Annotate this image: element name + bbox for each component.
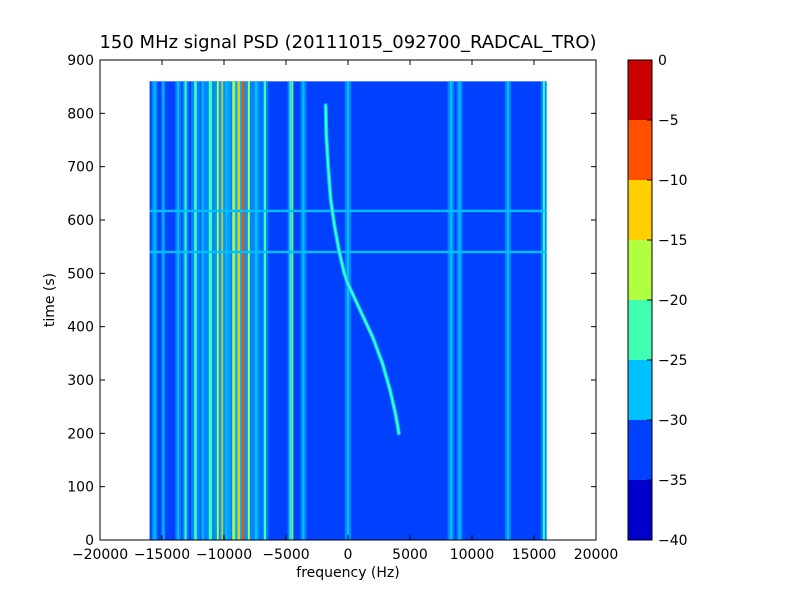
spectral-line xyxy=(216,81,219,540)
y-axis: 0 100 200 300 400 500 600 700 800 900 xyxy=(67,53,596,549)
colorbar-band xyxy=(628,480,652,540)
y-tick-label: 100 xyxy=(67,480,94,496)
colorbar-tick-label: −15 xyxy=(658,233,688,249)
x-tick-label: 15000 xyxy=(512,547,557,563)
spectral-line xyxy=(208,81,212,540)
y-tick-label: 200 xyxy=(67,426,94,442)
y-tick-label: 0 xyxy=(85,533,94,549)
spectral-line xyxy=(242,81,245,540)
plot-area xyxy=(99,59,597,541)
x-tick-label: −10000 xyxy=(196,547,252,563)
spectral-line xyxy=(302,81,305,540)
heatmap-layer xyxy=(149,81,548,540)
colorbar-tick-label: −30 xyxy=(658,413,688,429)
spectral-line xyxy=(507,81,509,540)
spectral-line xyxy=(458,81,461,540)
y-tick-label: 500 xyxy=(67,266,94,282)
spectral-line xyxy=(162,81,164,540)
spectral-line xyxy=(247,81,250,540)
colorbar-tick-label: −20 xyxy=(658,293,688,309)
spectral-line xyxy=(194,81,197,540)
chirp-trace xyxy=(324,104,400,435)
y-tick-label: 300 xyxy=(67,373,94,389)
colorbar-tick-label: −40 xyxy=(658,533,688,549)
chart-title: 150 MHz signal PSD (20111015_092700_RADC… xyxy=(99,32,596,53)
colorbar-band xyxy=(628,360,652,420)
spectral-line xyxy=(153,81,156,540)
colorbar-band xyxy=(628,60,652,120)
spectral-line xyxy=(202,81,204,540)
y-tick-label: 800 xyxy=(67,106,94,122)
colorbar-band xyxy=(628,120,652,180)
x-tick-label: 10000 xyxy=(450,547,495,563)
spectral-line xyxy=(237,81,241,540)
colorbar-tick-label: −10 xyxy=(658,173,688,189)
spectral-line xyxy=(449,81,452,540)
spectral-line xyxy=(184,81,187,540)
time-burst-line xyxy=(149,250,547,254)
y-tick-label: 900 xyxy=(67,53,94,69)
spectral-line xyxy=(263,81,266,540)
y-axis-label: time (s) xyxy=(42,273,58,327)
spectral-line xyxy=(221,81,223,540)
y-tick-label: 700 xyxy=(67,160,94,176)
spectral-line xyxy=(542,81,545,540)
colorbar-band xyxy=(628,180,652,240)
colorbar-tick-label: −35 xyxy=(658,473,688,489)
x-tick-label: 20000 xyxy=(574,547,619,563)
x-axis: −20000 −15000 −10000 −5000 0 5000 10000 15000 20… xyxy=(72,60,618,563)
colorbar-tick-label: −25 xyxy=(658,353,688,369)
colorbar: 0 −5 −10 −15 −20 −25 −30 −35 −40 xyxy=(627,53,688,549)
colorbar-tick-label: −5 xyxy=(658,113,679,129)
spectral-line xyxy=(291,81,293,540)
y-tick-label: 400 xyxy=(67,320,94,336)
spectral-line xyxy=(177,81,179,540)
x-tick-label: 0 xyxy=(344,547,353,563)
colorbar-band xyxy=(628,420,652,480)
x-tick-label: −5000 xyxy=(262,547,309,563)
spectral-line xyxy=(347,81,349,540)
colorbar-band xyxy=(628,300,652,360)
time-burst-line xyxy=(149,209,547,213)
x-tick-label: −20000 xyxy=(72,547,128,563)
x-axis-label: frequency (Hz) xyxy=(296,565,399,581)
colorbar-band xyxy=(628,240,652,300)
spectral-line xyxy=(232,81,236,540)
spectral-line xyxy=(225,81,228,540)
spectral-line xyxy=(254,81,258,540)
x-tick-label: 5000 xyxy=(392,547,428,563)
x-tick-label: −15000 xyxy=(134,547,190,563)
colorbar-tick-label: 0 xyxy=(658,53,667,69)
y-tick-label: 600 xyxy=(67,213,94,229)
